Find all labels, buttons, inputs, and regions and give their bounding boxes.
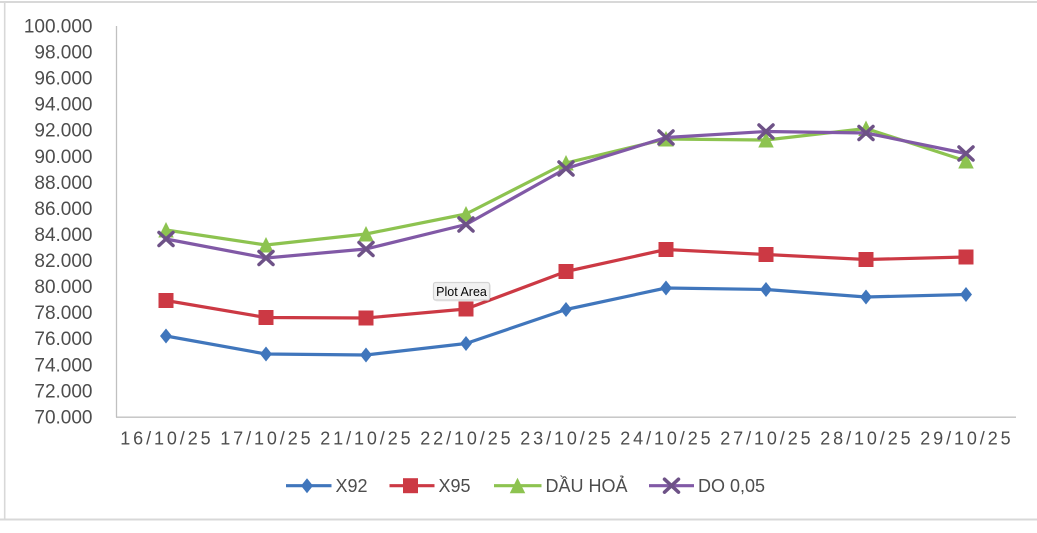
svg-text:27/10/25: 27/10/25 [720,429,813,449]
svg-text:94.000: 94.000 [34,95,92,116]
svg-text:17/10/25: 17/10/25 [220,429,313,449]
svg-text:98.000: 98.000 [34,43,92,64]
svg-text:96.000: 96.000 [34,69,92,90]
svg-text:X92: X92 [336,476,368,496]
svg-text:90.000: 90.000 [34,147,92,168]
svg-text:16/10/25: 16/10/25 [120,429,213,449]
svg-text:21/10/25: 21/10/25 [320,429,413,449]
svg-text:24/10/25: 24/10/25 [620,429,713,449]
svg-text:28/10/25: 28/10/25 [820,429,913,449]
svg-text:80.000: 80.000 [34,277,92,298]
svg-text:82.000: 82.000 [34,251,92,272]
svg-text:23/10/25: 23/10/25 [520,429,613,449]
svg-text:72.000: 72.000 [34,381,92,402]
svg-text:29/10/25: 29/10/25 [920,429,1013,449]
svg-text:76.000: 76.000 [34,329,92,350]
svg-text:74.000: 74.000 [34,355,92,376]
svg-text:92.000: 92.000 [34,121,92,142]
svg-text:X95: X95 [439,476,471,496]
svg-text:78.000: 78.000 [34,303,92,324]
svg-text:86.000: 86.000 [34,199,92,220]
svg-text:88.000: 88.000 [34,173,92,194]
svg-text:100.000: 100.000 [24,17,93,38]
svg-text:22/10/25: 22/10/25 [420,429,513,449]
svg-text:DO 0,05: DO 0,05 [698,476,765,496]
svg-text:DẦU HOẢ: DẦU HOẢ [546,475,628,496]
svg-text:Plot Area: Plot Area [436,285,487,299]
svg-text:70.000: 70.000 [34,407,92,428]
svg-text:84.000: 84.000 [34,225,92,246]
